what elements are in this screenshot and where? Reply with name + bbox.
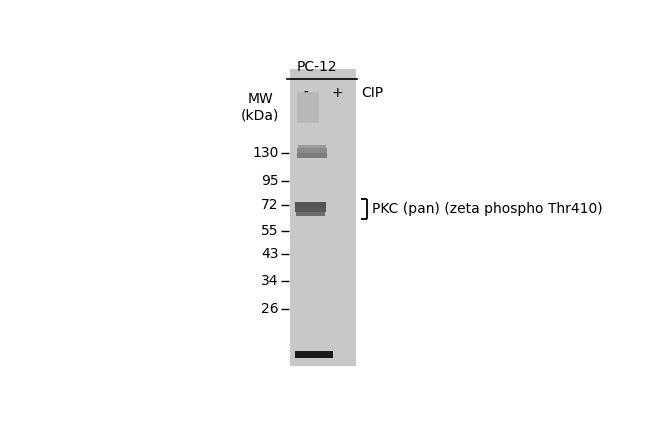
Text: 43: 43 bbox=[261, 247, 279, 261]
Text: 130: 130 bbox=[252, 146, 279, 160]
Bar bbox=[295, 351, 333, 358]
Bar bbox=[297, 153, 327, 158]
Text: 72: 72 bbox=[261, 198, 279, 212]
Text: 95: 95 bbox=[261, 173, 279, 188]
Bar bbox=[296, 212, 324, 216]
Bar bbox=[297, 149, 327, 153]
Text: 26: 26 bbox=[261, 302, 279, 316]
Bar bbox=[297, 92, 319, 123]
Text: MW
(kDa): MW (kDa) bbox=[241, 92, 280, 123]
Text: PKC (pan) (zeta phospho Thr410): PKC (pan) (zeta phospho Thr410) bbox=[372, 202, 603, 216]
Text: 55: 55 bbox=[261, 224, 279, 238]
Text: PC-12: PC-12 bbox=[296, 60, 337, 74]
Text: +: + bbox=[332, 86, 343, 100]
Text: -: - bbox=[303, 86, 308, 100]
Text: CIP: CIP bbox=[361, 86, 383, 100]
Text: 34: 34 bbox=[261, 274, 279, 288]
Bar bbox=[295, 208, 326, 212]
Bar bbox=[298, 145, 326, 149]
Bar bbox=[295, 203, 326, 208]
Bar bbox=[291, 68, 356, 366]
